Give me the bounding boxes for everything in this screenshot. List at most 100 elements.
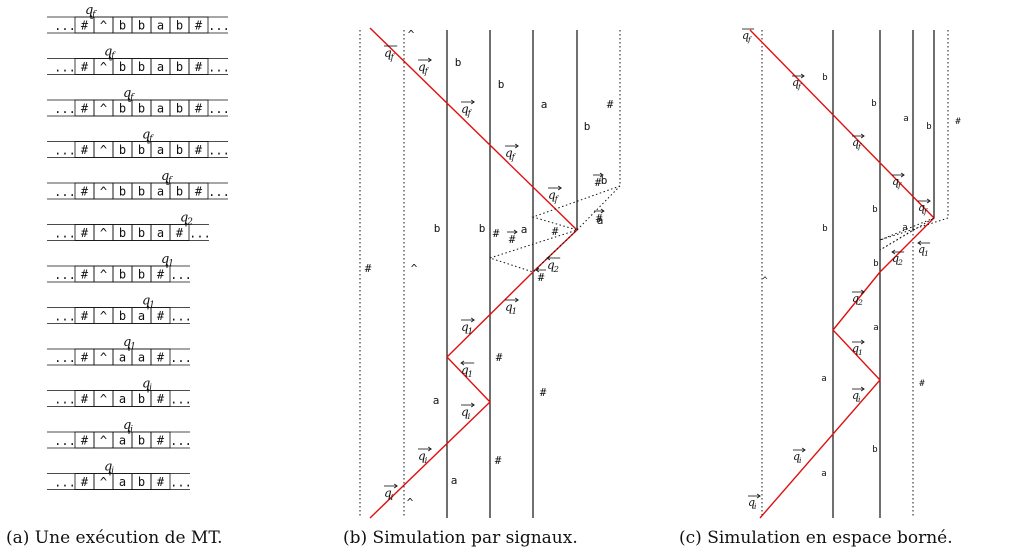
tape-cell-symbol: b <box>138 226 145 240</box>
c-state-label-arrow-head <box>860 339 865 345</box>
head-state-label-letter: q <box>161 252 169 267</box>
b-state-label-subscript: i <box>468 411 471 421</box>
head-state-label-letter: q <box>104 460 112 475</box>
tape-cell-symbol: # <box>81 60 89 74</box>
tape-row: ... # ^ b b a # ...q2 <box>47 211 211 241</box>
head-state-label-letter: q <box>123 86 131 101</box>
b-symbol: # <box>540 386 547 399</box>
b-state-label-arrow-head <box>393 483 398 489</box>
tape-cell-symbol: b <box>138 19 145 33</box>
c-symbol: b <box>873 259 878 269</box>
tape-cell-symbol: ^ <box>100 392 107 406</box>
head-state-label-letter: q <box>142 294 150 309</box>
c-state-label-arrow-head <box>801 447 806 453</box>
b-symbol: # <box>607 98 614 111</box>
tape-right-dots: ... <box>170 268 192 282</box>
head-state-label: qi <box>104 460 114 477</box>
c-state-label-arrow-head <box>891 249 896 255</box>
tape-cell-symbol: a <box>157 102 164 116</box>
tape-cell-symbol: ^ <box>100 102 107 116</box>
tape-cell-symbol: ^ <box>100 434 107 448</box>
tape-cell-symbol: b <box>119 309 126 323</box>
tape-cell-symbol: b <box>176 60 183 74</box>
tape-cell-symbol: b <box>176 19 183 33</box>
c-state-label-subscript: f <box>797 82 802 91</box>
b-state-label-letter: q <box>505 300 513 314</box>
b-state-label-arrow-head <box>557 185 562 191</box>
b-state-label-letter: q <box>418 449 426 463</box>
tape-row: ... # ^ b b a b # ...qf <box>47 169 230 200</box>
tape-row: ... # ^ a a # ... q1 <box>47 335 192 366</box>
tape-cell <box>169 224 190 241</box>
c-symbol: # <box>919 379 925 389</box>
c-state-label-arrow-head <box>756 493 761 499</box>
b-symbol: # <box>493 227 500 240</box>
c-state-label-subscript: i <box>799 456 802 465</box>
b-dotted-signals <box>488 185 621 273</box>
tape-cell-symbol: a <box>138 351 145 365</box>
b-symbol: ^ <box>411 262 418 275</box>
head-state-label: qi <box>123 418 133 435</box>
tape-cell-symbol: # <box>81 475 89 489</box>
c-state-label-arrow-head <box>926 198 931 204</box>
tape-cell-symbol: b <box>119 185 126 199</box>
b-symbol: b <box>434 222 441 235</box>
b-state-label: q2 <box>546 255 561 274</box>
c-state-label-subscript: 1 <box>858 348 863 357</box>
tape-cell-symbol: a <box>157 60 164 74</box>
tape-cell <box>188 16 209 34</box>
caption-signal-simulation: (b) Simulation par signaux. <box>343 528 578 548</box>
tape-cell-symbol: a <box>119 434 126 448</box>
c-symbol: a <box>903 114 908 124</box>
signal-simulation-panels: ^bba #b##b b a###^aa#ba^qfqfqfqfqfq2q1q1q1q… <box>359 27 961 519</box>
head-state-label: q2 <box>180 211 193 228</box>
b-state-label-arrow-head <box>470 402 475 408</box>
tape-cell-symbol: # <box>81 268 89 282</box>
tape-right-dots: ... <box>208 19 230 33</box>
b-symbol: b <box>455 56 462 69</box>
tape-cell-symbol: # <box>195 60 203 74</box>
tape-left-dots: ... <box>54 268 76 282</box>
c-state-label-subscript: f <box>857 142 862 151</box>
tape-cell-symbol: b <box>138 434 145 448</box>
b-state-label-subscript: 1 <box>468 369 473 379</box>
head-state-label: q1 <box>142 294 155 311</box>
b-state-label-letter: q <box>461 363 469 377</box>
tape-cell-symbol: ^ <box>100 185 107 199</box>
head-state-label: qf <box>161 169 173 186</box>
c-symbol: b <box>872 205 877 215</box>
c-state-label-letter: q <box>793 450 800 463</box>
b-state-label-arrow-head <box>470 99 475 105</box>
tape-right-dots: ... <box>208 102 230 116</box>
tape-cell <box>150 307 171 324</box>
b-state-label-subscript: f <box>511 152 517 162</box>
head-state-label-letter: q <box>85 3 93 18</box>
head-state-label-subscript: f <box>91 10 97 20</box>
tape-cell-symbol: b <box>119 60 126 74</box>
b-state-label-arrow-head <box>460 360 465 366</box>
tape-cell <box>188 99 209 117</box>
c-state-label-letter: q <box>852 342 859 355</box>
head-state-label-subscript: f <box>148 135 154 145</box>
tape-cell-symbol: b <box>119 226 126 240</box>
tape-cell <box>188 141 209 158</box>
tape-cell-symbol: # <box>157 434 165 448</box>
tape-right-dots: ... <box>208 144 230 158</box>
head-state-label: qf <box>104 45 116 62</box>
c-state-label-arrow-head <box>917 240 922 246</box>
c-symbol: a <box>902 223 907 233</box>
b-mark-label-arrow-head <box>600 208 605 214</box>
tape-cell-symbol: # <box>81 309 89 323</box>
tape-cell-symbol: b <box>138 268 145 282</box>
b-state-label: qi <box>384 483 398 502</box>
b-state-label-letter: q <box>418 60 426 74</box>
b-state-label-letter: q <box>461 320 469 334</box>
b-state-label-letter: q <box>548 188 556 202</box>
tape-cell-symbol: # <box>81 19 89 33</box>
tape-cell-symbol: # <box>195 102 203 116</box>
tape-cell-symbol: b <box>119 143 126 157</box>
b-state-label: q1 <box>460 360 475 379</box>
